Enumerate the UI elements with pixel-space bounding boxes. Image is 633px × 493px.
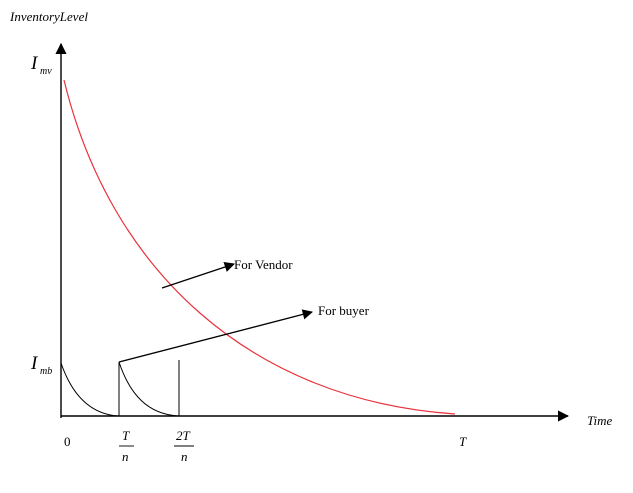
svg-text:mv: mv — [40, 66, 52, 77]
y-axis-label: InventoryLevel — [9, 9, 88, 24]
svg-text:n: n — [181, 449, 188, 464]
vendor-annotation-label: For Vendor — [234, 257, 293, 272]
x-tick-label-t: T — [459, 434, 467, 449]
svg-text:I: I — [30, 353, 39, 374]
svg-text:mb: mb — [40, 366, 52, 377]
buyer-annotation-arrow — [118, 309, 314, 363]
x-tick-label-t-over-n: T n — [119, 428, 134, 464]
x-axis-label: Time — [587, 413, 613, 428]
buyer-inventory-curve-cycle-2 — [118, 361, 179, 417]
x-tick-label-two-t-over-n: 2T n — [174, 428, 194, 464]
svg-text:T: T — [122, 428, 130, 443]
y-tick-label-vendor-max: I mv — [30, 53, 52, 77]
vendor-inventory-curve — [63, 79, 456, 415]
x-tick-label-origin: 0 — [64, 434, 71, 449]
vendor-annotation-arrow — [161, 262, 235, 289]
y-tick-label-buyer-max: I mb — [30, 353, 52, 377]
buyer-inventory-curve-cycle-1 — [60, 362, 119, 417]
svg-text:n: n — [122, 449, 129, 464]
buyer-annotation-label: For buyer — [318, 303, 370, 318]
svg-text:2T: 2T — [176, 428, 191, 443]
svg-text:I: I — [30, 53, 39, 74]
